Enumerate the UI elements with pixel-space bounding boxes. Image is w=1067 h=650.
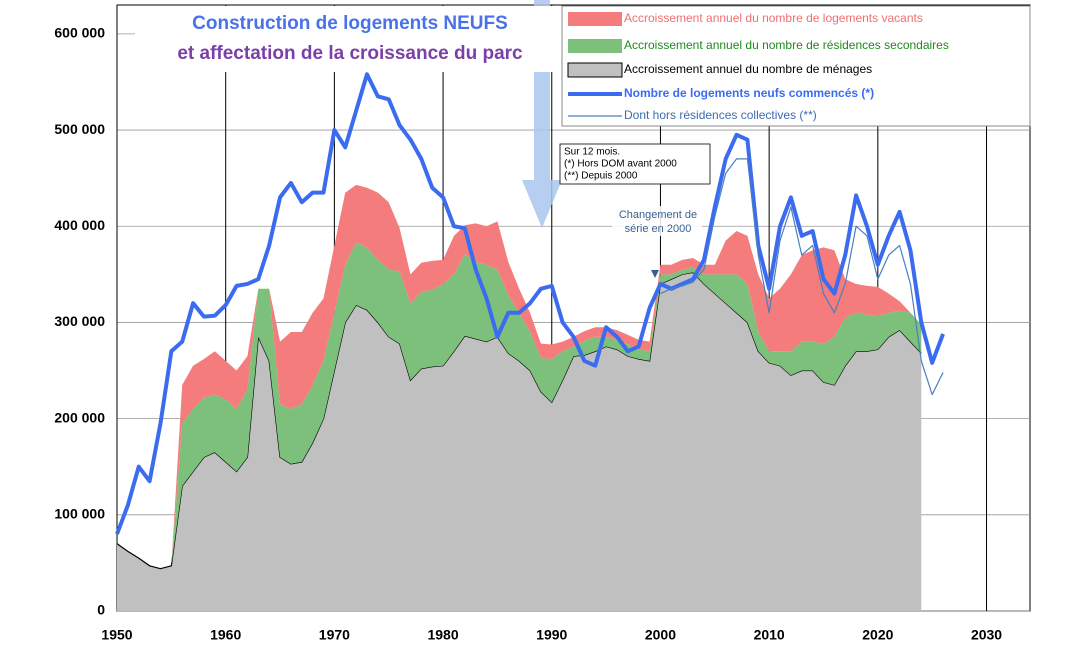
- x-tick-label: 1980: [427, 627, 458, 643]
- x-tick-label: 1950: [101, 627, 132, 643]
- y-tick-label: 400 000: [54, 217, 105, 233]
- x-tick-label: 2010: [754, 627, 785, 643]
- line: [115, 72, 945, 535]
- annotation-box: [559, 143, 711, 185]
- line: [660, 158, 944, 396]
- area: [117, 272, 922, 611]
- y-tick-label: 600 000: [54, 25, 105, 41]
- x-tick-label: 1990: [536, 627, 567, 643]
- annotation: Sur 12 mois.: [564, 147, 620, 158]
- x-tick-label: 1960: [210, 627, 241, 643]
- lines: [115, 72, 945, 535]
- title-line: Construction de logements NEUFS: [192, 13, 508, 34]
- y-tick-label: 200 000: [54, 409, 105, 425]
- arrow: [522, 0, 562, 228]
- legend-swatch: [568, 12, 622, 26]
- annotation: (**) Depuis 2000: [564, 171, 638, 182]
- legend-label: Accroissement annuel du nombre de réside…: [624, 38, 949, 52]
- areas: [116, 184, 922, 611]
- legend-label: Accroissement annuel du nombre de ménage…: [624, 62, 872, 76]
- legend-label: Dont hors résidences collectives (**): [624, 108, 817, 122]
- x-tick-label: 1970: [319, 627, 350, 643]
- y-tick-label: 100 000: [54, 506, 105, 522]
- note-pointer: [651, 270, 659, 278]
- legend-entries: Accroissement annuel du nombre de logeme…: [567, 11, 949, 122]
- y-tick-label: 300 000: [54, 313, 105, 329]
- legend: [561, 5, 1031, 127]
- x-tick-label: 2020: [862, 627, 893, 643]
- x-tick-label: 2000: [645, 627, 676, 643]
- x-tick-label: 2030: [971, 627, 1002, 643]
- y-tick-label: 500 000: [54, 121, 105, 137]
- annotation: (*) Hors DOM avant 2000: [564, 159, 677, 170]
- area: [117, 184, 922, 569]
- legend-label: Accroissement annuel du nombre de logeme…: [624, 11, 923, 25]
- area: [117, 242, 922, 569]
- y-tick-label: 0: [97, 602, 105, 618]
- legend-label: Nombre de logements neufs commencés (*): [624, 86, 874, 100]
- title-box: [135, 6, 565, 72]
- note: série en 2000: [625, 223, 692, 235]
- legend-swatch: [567, 62, 623, 78]
- note-box: [612, 206, 702, 236]
- legend-swatch: [568, 39, 622, 53]
- title-line: et affectation de la croissance du parc: [177, 43, 523, 64]
- note: Changement de: [619, 209, 697, 221]
